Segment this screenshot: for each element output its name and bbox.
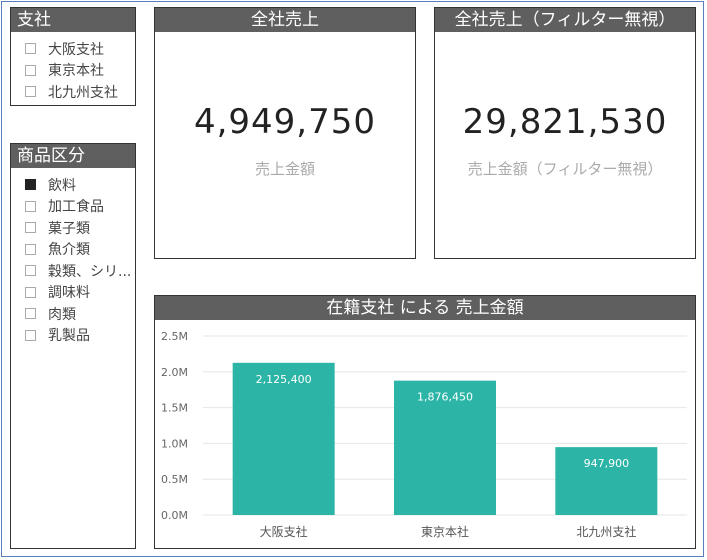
category-slicer-item[interactable]: 調味料 — [11, 282, 135, 304]
category-slicer-item[interactable]: 加工食品 — [11, 196, 135, 218]
bar[interactable] — [555, 447, 658, 515]
bar-data-label: 1,876,450 — [417, 391, 473, 404]
x-tick-label: 東京本社 — [421, 524, 469, 539]
checkbox-icon[interactable] — [25, 243, 36, 255]
x-tick-label: 大阪支社 — [260, 524, 308, 539]
checkbox-icon[interactable] — [25, 308, 36, 320]
category-slicer: 商品区分 飲料加工食品菓子類魚介類穀類、シリ... 調味料肉類乳製品 — [10, 143, 136, 549]
category-slicer-item[interactable]: 穀類、シリ... — [11, 260, 135, 282]
branch-slicer-item-label: 大阪支社 — [48, 41, 104, 58]
y-tick-label: 1.0M — [161, 437, 188, 450]
category-slicer-item-label: 飲料 — [48, 177, 76, 194]
total-sales-unfiltered-card-title: 全社売上（フィルター無視） — [435, 8, 695, 32]
bar-data-label: 2,125,400 — [256, 373, 312, 386]
bar-data-label: 947,900 — [584, 457, 630, 470]
branch-slicer-item[interactable]: 北九州支社 — [11, 81, 135, 103]
category-slicer-item[interactable]: 飲料 — [11, 174, 135, 196]
chart-plot: 0.0M 0.5M 1.0M 1.5M 2.0M 2.5M 2,125,400 大阪支社 1,8… — [161, 330, 687, 539]
category-slicer-item[interactable]: 魚介類 — [11, 239, 135, 261]
total-sales-unfiltered-label: 売上金額（フィルター無視） — [467, 160, 663, 178]
branch-slicer-list: 大阪支社東京本社北九州支社 — [11, 32, 135, 103]
category-slicer-item[interactable]: 肉類 — [11, 303, 135, 325]
category-slicer-item-label: 菓子類 — [48, 220, 90, 237]
total-sales-unfiltered-value: 29,821,530 — [462, 102, 668, 142]
checkbox-icon[interactable] — [25, 64, 36, 76]
total-sales-card[interactable]: 全社売上 4,949,750 売上金額 — [154, 7, 416, 259]
category-slicer-list: 飲料加工食品菓子類魚介類穀類、シリ... 調味料肉類乳製品 — [11, 168, 135, 346]
branch-slicer-item-label: 東京本社 — [48, 63, 104, 80]
category-slicer-title: 商品区分 — [11, 144, 135, 168]
checkbox-icon[interactable] — [25, 200, 36, 212]
branch-slicer-item[interactable]: 東京本社 — [11, 60, 135, 82]
total-sales-unfiltered-card[interactable]: 全社売上（フィルター無視） 29,821,530 売上金額（フィルター無視） — [434, 7, 696, 259]
category-slicer-item[interactable]: 菓子類 — [11, 217, 135, 239]
total-sales-label: 売上金額 — [254, 160, 315, 178]
category-slicer-item-label: 穀類、シリ... — [48, 263, 132, 280]
category-slicer-item-label: 乳製品 — [48, 328, 90, 345]
bar[interactable] — [232, 362, 335, 515]
y-tick-label: 2.5M — [161, 330, 188, 343]
category-slicer-item-label: 加工食品 — [48, 199, 104, 216]
y-tick-label: 0.0M — [161, 509, 188, 522]
category-slicer-item[interactable]: 乳製品 — [11, 325, 135, 347]
category-slicer-item-label: 肉類 — [48, 306, 76, 323]
bar[interactable] — [394, 380, 496, 515]
branch-slicer-title: 支社 — [11, 8, 135, 32]
checkbox-icon[interactable] — [25, 222, 36, 234]
branch-slicer-item[interactable]: 大阪支社 — [11, 38, 135, 60]
category-slicer-item-label: 調味料 — [48, 285, 90, 302]
total-sales-card-title: 全社売上 — [155, 8, 415, 32]
checkbox-icon[interactable] — [25, 329, 36, 341]
branch-slicer: 支社 大阪支社東京本社北九州支社 — [10, 7, 136, 106]
checkbox-icon[interactable] — [25, 179, 36, 191]
chart-title: 在籍支社 による 売上金額 — [155, 296, 695, 320]
x-tick-label: 北九州支社 — [576, 524, 636, 539]
checkbox-icon[interactable] — [25, 43, 36, 55]
total-sales-value: 4,949,750 — [193, 102, 377, 142]
category-slicer-item-label: 魚介類 — [48, 242, 90, 259]
checkbox-icon[interactable] — [25, 286, 36, 298]
y-tick-label: 2.0M — [161, 366, 188, 379]
y-tick-label: 0.5M — [161, 473, 188, 486]
branch-slicer-item-label: 北九州支社 — [48, 84, 118, 101]
y-tick-label: 1.5M — [161, 402, 188, 415]
checkbox-icon[interactable] — [25, 86, 36, 98]
sales-by-branch-chart[interactable]: 在籍支社 による 売上金額 0.0M 0.5M 1.0M 1.5M 2.0M 2.5M 2,… — [154, 295, 696, 549]
checkbox-icon[interactable] — [25, 265, 36, 277]
